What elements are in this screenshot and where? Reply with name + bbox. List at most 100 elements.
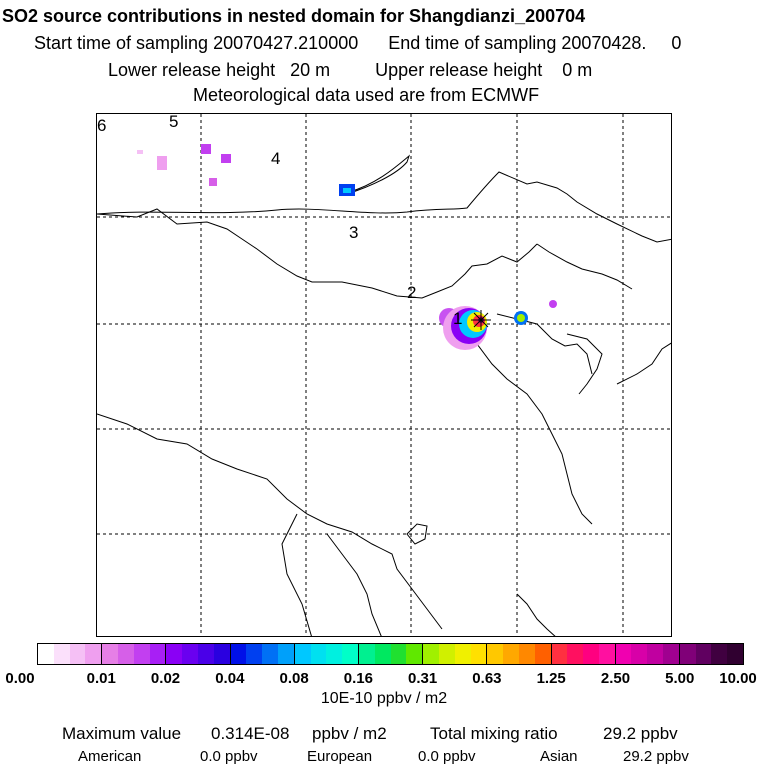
met-data-note: Meteorological data used are from ECMWF: [193, 85, 540, 105]
color-scale-tick: 10.00: [719, 670, 757, 687]
end-time-label: End time of sampling 20070428. 0: [388, 33, 682, 53]
color-scale-cell: [133, 644, 150, 664]
graticule: [97, 114, 671, 636]
max-value: 0.314E-08: [211, 724, 290, 743]
color-scale-cell: [470, 644, 488, 664]
northeast-border: [536, 243, 633, 290]
lake-baikal: [346, 154, 411, 195]
american-value: 0.0 ppbv: [200, 748, 258, 765]
color-scale-cell: [69, 644, 86, 664]
region-label: 3: [349, 223, 358, 242]
plot-title: SO2 source contributions in nested domai…: [2, 6, 586, 26]
color-scale-tick: 0.02: [150, 670, 181, 687]
color-scale-cell: [551, 644, 568, 664]
region-label: 1: [453, 309, 462, 328]
color-scale-cell: [53, 644, 70, 664]
color-scale-cell: [102, 644, 118, 664]
color-scale-cell: [518, 644, 535, 664]
east-coast: [456, 323, 593, 525]
hainan-island: [406, 523, 428, 545]
asian-label: Asian: [540, 748, 578, 765]
color-scale-cell: [310, 644, 327, 664]
color-scale-cell: [197, 644, 214, 664]
color-scale-cell: [598, 644, 616, 664]
total-mixing-label: Total mixing ratio: [430, 724, 558, 743]
color-scale-tick: 0.16: [343, 670, 373, 687]
color-scale-cell: [631, 644, 648, 664]
color-scale-tick: 1.25: [536, 670, 566, 687]
upper-release-label: Upper release height 0 m: [375, 60, 593, 80]
color-scale-cell: [246, 644, 263, 664]
color-scale-cell: [213, 644, 231, 664]
color-scale-cell: [230, 644, 247, 664]
indochina-coast: [326, 533, 382, 636]
color-scale-tick: 5.00: [665, 670, 695, 687]
start-time-label: Start time of sampling 20070427.210000: [34, 33, 359, 53]
color-scale-tick: 0.63: [472, 670, 502, 687]
color-scale-cell: [326, 644, 343, 664]
color-scale-cell: [567, 644, 584, 664]
color-scale-cell: [615, 644, 632, 664]
asian-value: 29.2 ppbv: [623, 748, 689, 765]
color-scale-cell: [166, 644, 183, 664]
color-scale-cell: [727, 644, 744, 664]
region-label: 2: [407, 283, 416, 302]
color-scale-cell: [487, 644, 504, 664]
region-label: 4: [271, 149, 280, 168]
color-scale-cell: [679, 644, 696, 664]
star-icon: [471, 310, 491, 330]
color-scale-cell: [182, 644, 198, 664]
concentration-field: [137, 144, 557, 350]
lower-release-label: Lower release height 20 m: [108, 60, 331, 80]
color-scale-cell: [406, 644, 424, 664]
color-scale-cell: [277, 644, 295, 664]
color-scale-cell: [358, 644, 375, 664]
sampling-times: Start time of sampling 20070427.210000 E…: [34, 33, 681, 53]
boundaries: [97, 154, 671, 636]
european-value: 0.0 ppbv: [418, 748, 476, 765]
color-scale-cell: [117, 644, 134, 664]
map-canvas: 1 2 3 4 5 6: [97, 114, 671, 636]
color-scale-tick: 0.04: [215, 670, 245, 687]
european-label: European: [307, 748, 373, 765]
american-label: American: [78, 748, 142, 765]
philippines-coast: [516, 593, 556, 636]
russia-border: [97, 171, 671, 243]
color-scale-tick: 2.50: [600, 670, 631, 687]
color-scale-cell: [262, 644, 278, 664]
map-panel: 1 2 3 4 5 6: [96, 113, 672, 637]
color-scale-bar: [37, 643, 744, 665]
color-scale-cell: [438, 644, 455, 664]
max-value-unit: ppbv / m2: [312, 724, 387, 743]
color-scale-tick: 0.08: [279, 670, 309, 687]
color-scale-cell: [503, 644, 519, 664]
color-scale-cell: [534, 644, 552, 664]
region-label: 5: [169, 114, 178, 131]
max-value-label: Maximum value: [62, 724, 182, 743]
color-scale-cell: [663, 644, 680, 664]
color-scale-cell: [38, 644, 54, 664]
bohai-coast: [496, 313, 593, 375]
korea-coast: [566, 333, 603, 395]
total-mixing-value: 29.2 ppbv: [603, 724, 678, 743]
color-scale-cell: [342, 644, 359, 664]
color-scale-cell: [695, 644, 712, 664]
color-scale-cell: [149, 644, 167, 664]
south-border: [97, 413, 443, 630]
color-scale-units: 10E-10 ppbv / m2: [320, 690, 448, 707]
color-scale-cell: [423, 644, 439, 664]
color-scale-tick: 0.31: [408, 670, 438, 687]
color-scale-cell: [85, 644, 103, 664]
color-scale-cell: [583, 644, 599, 664]
region-label: 6: [97, 116, 106, 135]
color-scale-cell: [711, 644, 728, 664]
color-scale-cell: [390, 644, 407, 664]
color-scale-cell: [374, 644, 391, 664]
myanmar-coast: [281, 513, 312, 636]
color-scale-tick: 0.01: [86, 670, 116, 687]
japan-coast: [616, 342, 671, 385]
release-heights: Lower release height 20 m Upper release …: [108, 60, 592, 80]
color-scale-cell: [454, 644, 471, 664]
color-scale-tick: 0.00: [5, 670, 35, 687]
color-scale-cell: [294, 644, 311, 664]
